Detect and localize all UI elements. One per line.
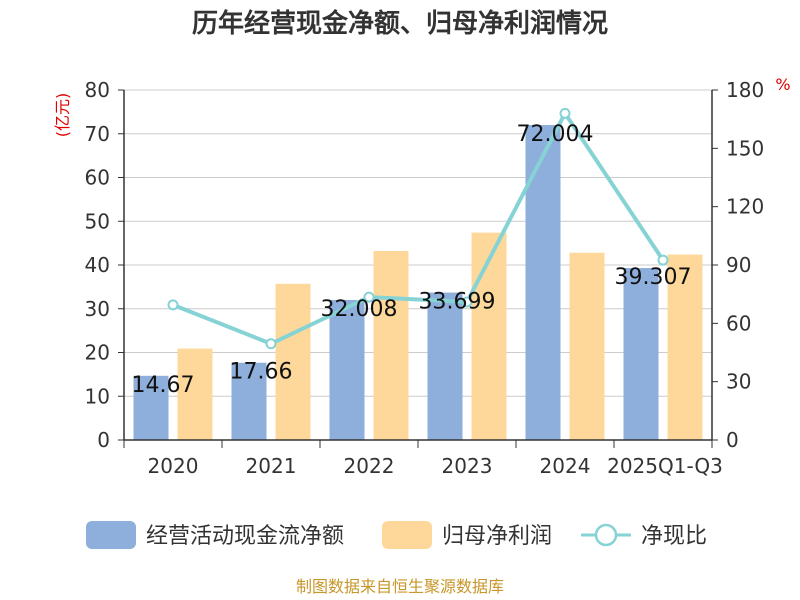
y-left-tick-label: 60 (85, 166, 110, 190)
y-left-tick-label: 0 (97, 428, 110, 452)
ratio-point-2021 (265, 338, 277, 350)
ratio-point-2020 (167, 299, 179, 311)
y-right-unit: % (775, 75, 790, 94)
legend-swatch-cashflow (86, 521, 136, 549)
y-right-tick-label: 30 (726, 370, 751, 394)
y-left-tick-label: 70 (85, 122, 110, 146)
bar-profit-2021 (275, 283, 311, 440)
data-label-2020: 14.67 (132, 373, 195, 398)
ratio-line (172, 111, 665, 346)
bar-profit-2025Q1-Q3 (667, 254, 703, 440)
y-left-tick-label: 50 (85, 209, 110, 233)
bar-cashflow-2024 (525, 124, 561, 441)
y-left-tick-label: 10 (85, 384, 110, 408)
y-left-tick-label: 20 (85, 341, 110, 365)
y-left-tick-label: 30 (85, 297, 110, 321)
bar-profit-2022 (373, 251, 409, 440)
legend-label-cashflow: 经营活动现金流净额 (146, 524, 344, 549)
legend-swatch-profit (382, 521, 432, 549)
x-tick-label-2025Q1-Q3: 2025Q1-Q3 (607, 454, 723, 478)
data-label-2023: 33.699 (419, 290, 496, 315)
data-label-2022: 32.008 (321, 297, 398, 322)
ratio-point-2025Q1-Q3 (657, 254, 669, 266)
source-note: 制图数据来自恒生聚源数据库 (296, 577, 504, 596)
x-tick-label-2021: 2021 (246, 454, 297, 478)
data-label-2025Q1-Q3: 39.307 (615, 265, 692, 290)
y-right-tick-label: 0 (726, 428, 739, 452)
chart-title: 历年经营现金净额、归母净利润情况 (192, 8, 608, 39)
bar-cashflow-2020 (133, 375, 169, 440)
bar-profit-2020 (177, 348, 213, 440)
data-label-2024: 72.004 (517, 122, 594, 147)
y-left-unit: (亿元) (53, 93, 72, 138)
bar-cashflow-2025Q1-Q3 (623, 268, 659, 440)
y-right-tick-label: 180 (726, 78, 764, 102)
x-tick-label-2024: 2024 (540, 454, 591, 478)
y-right-tick-label: 120 (726, 195, 764, 219)
y-left-tick-label: 80 (85, 78, 110, 102)
legend-label-profit: 归母净利润 (442, 524, 552, 549)
bar-profit-2024 (569, 252, 605, 440)
x-tick-label-2023: 2023 (442, 454, 493, 478)
y-left-tick-label: 40 (85, 253, 110, 277)
x-tick-label-2020: 2020 (148, 454, 199, 478)
data-label-2021: 17.66 (230, 360, 293, 385)
y-right-tick-label: 150 (726, 136, 764, 160)
ratio-point-2022 (363, 291, 375, 303)
bar-cashflow-2021 (231, 362, 267, 440)
bar-cashflow-2023 (427, 292, 463, 440)
bar-profit-2023 (471, 232, 507, 440)
x-tick-label-2022: 2022 (344, 454, 395, 478)
bar-cashflow-2022 (329, 299, 365, 440)
legend-label-ratio: 净现比 (641, 524, 707, 549)
legend: 经营活动现金流净额 归母净利润 净现比 (86, 521, 707, 549)
y-right-tick-label: 90 (726, 253, 751, 277)
legend-swatch-ratio-marker (594, 523, 618, 547)
ratio-point-2024 (559, 107, 571, 119)
y-right-tick-label: 60 (726, 311, 751, 335)
ratio-point-2023 (461, 296, 473, 308)
